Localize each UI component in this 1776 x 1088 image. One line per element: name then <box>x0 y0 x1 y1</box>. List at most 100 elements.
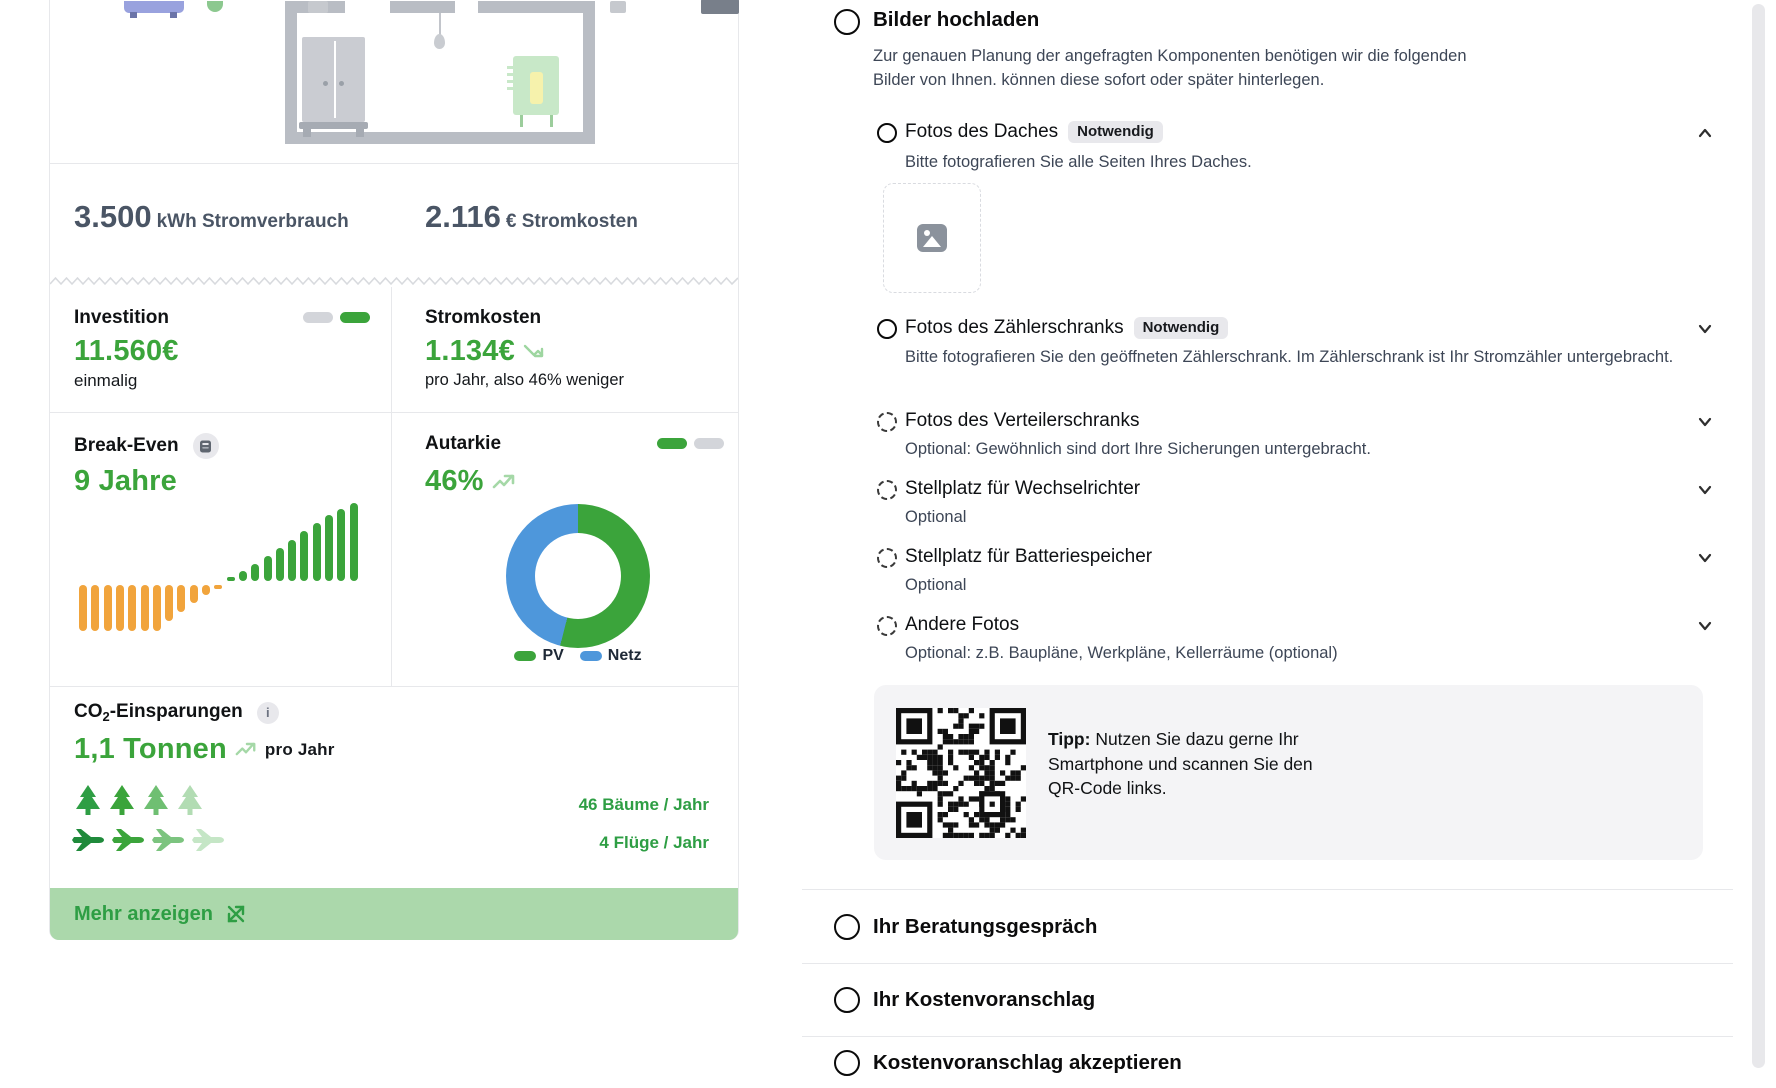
step-radio[interactable] <box>834 987 860 1013</box>
stromkosten-value: 1.134€ <box>425 335 515 367</box>
info-icon[interactable]: i <box>256 701 279 724</box>
image-placeholder-icon <box>917 224 947 252</box>
divider <box>50 686 738 687</box>
autarkie-label: Autarkie <box>425 433 502 454</box>
consumption-unit: kWh Stromverbrauch <box>156 211 349 232</box>
battery-leg <box>550 115 553 127</box>
cost-value: 2.116 <box>425 199 501 234</box>
toggle-pill-on[interactable] <box>657 438 687 449</box>
stromkosten-value-row: 1.134€ <box>425 335 545 368</box>
item-title-row: Stellplatz für Batteriespeicher <box>905 546 1152 568</box>
step-beratungsgespraech[interactable]: Ihr Beratungsgespräch <box>802 889 1733 963</box>
autarkie-toggle[interactable] <box>657 438 724 449</box>
plant-icon <box>207 1 223 12</box>
co2-header: CO2-Einsparungen i <box>74 701 279 724</box>
zigzag-divider <box>50 276 738 286</box>
stromkosten-label: Stromkosten <box>425 307 542 328</box>
step-radio-upload[interactable] <box>834 9 860 35</box>
flights-label: 4 Flüge / Jahr <box>599 833 709 852</box>
chart-bar-positive <box>251 564 260 581</box>
toggle-pill-on[interactable] <box>340 312 370 323</box>
chart-bar-positive <box>263 556 272 581</box>
chevron-down-icon[interactable] <box>1695 319 1715 339</box>
expand-icon <box>227 905 245 923</box>
chart-bar-negative <box>152 585 161 631</box>
step-akzeptieren[interactable]: Kostenvoranschlag akzeptieren <box>802 1036 1733 1088</box>
chart-bar-positive <box>337 509 346 581</box>
plane-row <box>72 827 226 858</box>
item-title: Stellplatz für Wechselrichter <box>905 478 1141 499</box>
item-title: Fotos des Verteilerschranks <box>905 410 1140 431</box>
chart-bar-negative <box>140 585 149 631</box>
chevron-up-icon[interactable] <box>1695 123 1715 143</box>
legend-label-pv: PV <box>542 647 564 664</box>
plane-icon <box>72 827 106 858</box>
step-radio[interactable] <box>834 1049 860 1076</box>
step-title: Ihr Beratungsgespräch <box>873 914 1098 938</box>
item-radio-optional[interactable] <box>877 412 897 432</box>
item-radio[interactable] <box>877 319 897 339</box>
chart-bar-negative <box>202 585 210 595</box>
chevron-down-icon[interactable] <box>1695 548 1715 568</box>
tip-bold: Tipp: <box>1048 729 1091 749</box>
investition-note: einmalig <box>74 371 138 390</box>
item-radio-optional[interactable] <box>877 480 897 500</box>
step-radio[interactable] <box>834 913 860 940</box>
battery-leg <box>520 115 523 127</box>
chart-bar-positive <box>312 523 321 581</box>
step-title: Ihr Kostenvoranschlag <box>873 988 1096 1011</box>
item-description: Optional: z.B. Baupläne, Werkpläne, Kell… <box>905 644 1338 662</box>
chevron-down-icon[interactable] <box>1695 412 1715 432</box>
chevron-down-icon[interactable] <box>1695 480 1715 500</box>
photo-upload-dropzone[interactable] <box>883 183 981 293</box>
item-title-row: Fotos des Zählerschranks Notwendig <box>905 317 1229 339</box>
legend-label-netz: Netz <box>607 647 642 664</box>
item-title-row: Andere Fotos <box>905 614 1019 636</box>
calculator-icon[interactable] <box>192 433 219 459</box>
washer-foot-icon <box>170 12 177 18</box>
investition-value: 11.560€ <box>74 335 179 367</box>
plane-icon <box>192 827 226 858</box>
appliance-fragment <box>610 1 626 13</box>
plane-icon <box>152 827 186 858</box>
chevron-down-icon[interactable] <box>1695 616 1715 636</box>
summary-card: 3.500 kWh Stromverbrauch 2.116 € Stromko… <box>49 0 739 940</box>
chart-bar-positive <box>349 503 358 581</box>
chart-bar-negative <box>165 585 174 621</box>
upload-section-title: Bilder hochladen <box>873 8 1040 31</box>
co2-value-row: 1,1 Tonnen pro Jahr <box>74 733 335 766</box>
show-more-button[interactable]: Mehr anzeigen <box>50 888 738 940</box>
chart-bar-positive <box>288 540 297 581</box>
item-radio[interactable] <box>877 123 897 143</box>
checklist-panel: Bilder hochladen Zur genauen Planung der… <box>802 0 1776 1088</box>
chart-bar-positive <box>300 531 309 581</box>
item-title-row: Fotos des Verteilerschranks <box>905 410 1139 432</box>
consumption-value: 3.500 <box>74 199 152 234</box>
step-title: Kostenvoranschlag akzeptieren <box>873 1050 1182 1074</box>
chart-bar-negative <box>214 585 223 589</box>
break-even-value: 9 Jahre <box>74 465 177 497</box>
wall-notch <box>455 1 478 13</box>
chart-bar-negative <box>115 585 124 631</box>
item-description: Optional: Gewöhnlich sind dort Ihre Sich… <box>905 440 1371 458</box>
investition-toggle[interactable] <box>303 312 370 323</box>
lamp-bulb-icon <box>434 34 445 49</box>
lamp-cord <box>439 13 441 35</box>
appliance-fragment-dark <box>701 0 739 14</box>
item-description: Bitte fotografieren Sie den geöffneten Z… <box>905 348 1674 366</box>
item-radio-optional[interactable] <box>877 548 897 568</box>
cabinet-foot <box>303 129 311 137</box>
consumption-stat: 3.500 kWh Stromverbrauch <box>74 199 349 235</box>
tree-icon <box>74 785 102 820</box>
trend-up-icon <box>492 474 514 488</box>
cabinet-foot <box>356 129 364 137</box>
item-title-row: Fotos des Daches Notwendig <box>905 121 1163 143</box>
toggle-pill-off[interactable] <box>694 438 724 449</box>
toggle-pill-off[interactable] <box>303 312 333 323</box>
item-radio-optional[interactable] <box>877 616 897 636</box>
scrollbar-thumb[interactable] <box>1752 4 1765 1068</box>
chart-bar-negative <box>103 585 112 631</box>
legend-swatch <box>514 651 537 661</box>
step-kostenvoranschlag[interactable]: Ihr Kostenvoranschlag <box>802 963 1733 1036</box>
autarkie-donut <box>506 504 650 648</box>
